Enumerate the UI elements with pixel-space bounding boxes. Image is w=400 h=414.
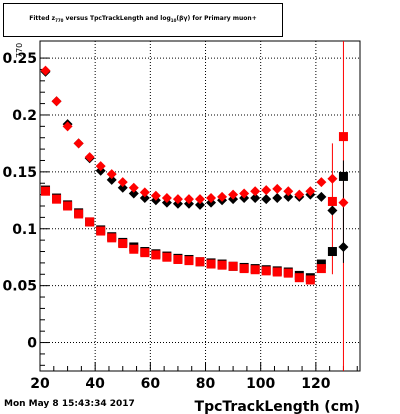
diamond-marker: [261, 185, 272, 196]
diamond-marker: [150, 190, 161, 201]
square-marker: [41, 186, 51, 196]
diamond-marker: [217, 191, 228, 202]
x-tick-label: 40: [85, 376, 105, 392]
grid-lines: [40, 41, 360, 371]
data-markers: [40, 65, 349, 285]
x-tick-label: 100: [246, 376, 275, 392]
square-marker: [338, 171, 348, 181]
diamond-marker: [206, 193, 217, 204]
square-marker: [74, 209, 84, 219]
square-marker: [228, 261, 238, 271]
diamond-marker: [172, 194, 183, 205]
diamond-marker: [139, 193, 150, 204]
square-marker: [338, 132, 348, 142]
diamond-marker: [338, 197, 349, 208]
diamond-marker: [261, 194, 272, 205]
square-marker: [184, 256, 194, 266]
square-marker: [206, 259, 216, 269]
square-marker: [195, 257, 205, 267]
square-marker: [162, 252, 172, 262]
diamond-marker: [117, 182, 128, 193]
x-axis-label: TpcTrackLength (cm): [195, 399, 360, 414]
tick-labels: 20 40 60 80 100 120 0 0.05 0.1 0.15 0.2 0.25: [2, 51, 330, 392]
diamond-marker: [316, 177, 327, 188]
x-tick-label: 60: [141, 376, 161, 392]
y-axis-label: 770: [15, 43, 24, 58]
diamond-marker: [161, 193, 172, 204]
square-marker: [129, 244, 139, 254]
square-marker: [305, 275, 315, 285]
y-tick-label: 0.2: [12, 108, 37, 124]
diamond-marker: [62, 121, 73, 132]
square-marker: [52, 194, 62, 204]
diamond-marker: [283, 186, 294, 197]
diamond-marker: [95, 161, 106, 172]
square-marker: [272, 267, 282, 277]
diamond-marker: [106, 169, 117, 180]
square-marker: [316, 264, 326, 274]
square-marker: [217, 260, 227, 270]
diamond-marker: [117, 177, 128, 188]
y-tick-label: 0: [27, 336, 37, 352]
square-marker: [294, 273, 304, 283]
diamond-marker: [228, 189, 239, 200]
diamond-marker: [272, 183, 283, 194]
x-tick-label: 120: [301, 376, 330, 392]
square-marker: [85, 217, 95, 227]
y-tick-label: 0.15: [2, 165, 37, 181]
diamond-marker: [183, 194, 194, 205]
square-marker: [173, 254, 183, 264]
diamond-marker: [106, 174, 117, 185]
diamond-marker: [195, 194, 205, 205]
diamond-marker: [283, 191, 294, 202]
chart-title-box: Fitted z770 versus TpcTrackLength and lo…: [3, 3, 283, 37]
diamond-marker: [40, 65, 51, 76]
y-tick-label: 0.1: [12, 222, 37, 238]
square-marker: [327, 196, 337, 206]
timestamp: Mon May 8 15:43:34 2017: [4, 399, 135, 409]
square-marker: [96, 226, 106, 236]
square-marker: [140, 248, 150, 258]
square-marker: [283, 268, 293, 278]
y-tick-label: 0.05: [2, 279, 37, 295]
diamond-marker: [316, 191, 327, 202]
square-marker: [118, 239, 128, 249]
square-marker: [327, 247, 337, 257]
square-marker: [250, 265, 260, 275]
diamond-marker: [128, 188, 139, 199]
x-tick-label: 20: [30, 376, 50, 392]
diamond-marker: [338, 241, 349, 252]
diamond-marker: [84, 152, 95, 163]
diamond-marker: [195, 199, 205, 210]
diamond-marker: [239, 188, 250, 199]
square-marker: [316, 259, 326, 269]
y-tick-label: 0.25: [2, 51, 37, 67]
axis-ticks: [39, 57, 358, 371]
diamond-marker: [128, 182, 139, 193]
diamond-marker: [139, 187, 150, 198]
diamond-marker: [327, 173, 338, 184]
square-marker: [261, 266, 271, 276]
square-marker: [63, 201, 73, 211]
diamond-marker: [250, 186, 261, 197]
square-marker: [107, 233, 117, 243]
x-tick-label: 80: [196, 376, 216, 392]
diamond-marker: [294, 189, 305, 200]
diamond-marker: [305, 186, 316, 197]
diamond-marker: [73, 138, 84, 149]
square-marker: [239, 264, 249, 274]
square-marker: [151, 250, 161, 260]
chart-title: Fitted z770 versus TpcTrackLength and lo…: [29, 15, 257, 24]
diamond-marker: [250, 193, 261, 204]
diamond-marker: [327, 205, 338, 216]
diamond-marker: [272, 193, 283, 204]
diamond-marker: [51, 96, 62, 107]
